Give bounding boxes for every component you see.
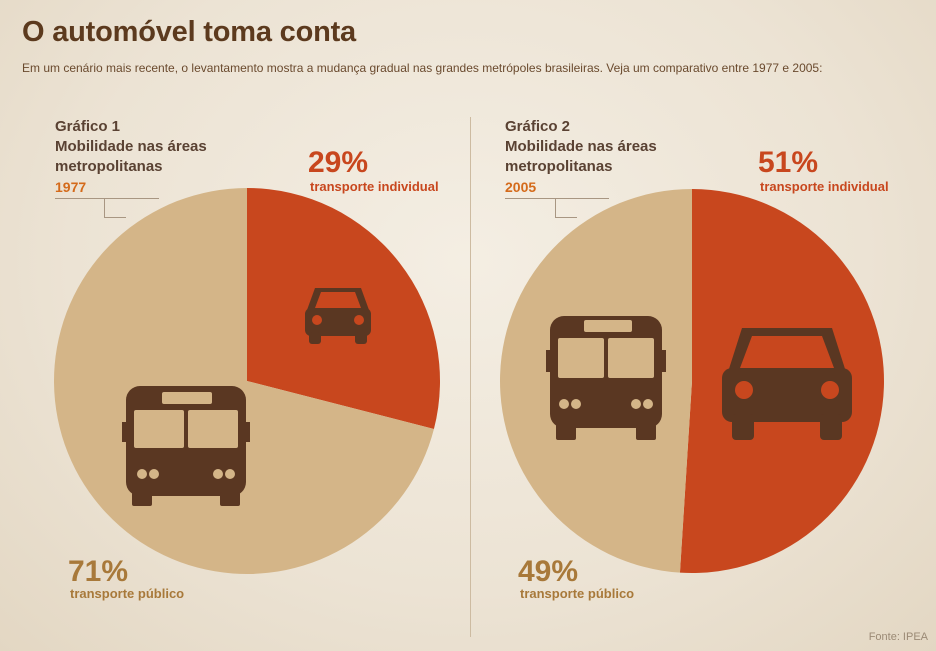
chart-1-title: Gráfico 1 [55, 118, 121, 135]
page-subtitle: Em um cenário mais recente, o levantamen… [22, 61, 823, 75]
chart-1-publico-value: 71% [68, 555, 129, 588]
chart-1-publico-label: transporte público [70, 586, 185, 601]
car-icon [722, 328, 852, 440]
chart-1-year: 1977 [55, 179, 87, 195]
car-icon [305, 288, 371, 344]
source-note: Fonte: IPEA [868, 631, 928, 643]
bus-icon [122, 386, 250, 506]
page-title: O automóvel toma conta [22, 16, 356, 48]
pie-chart-1977 [54, 188, 440, 575]
chart-2-leader [505, 198, 609, 199]
bus-icon [546, 316, 666, 440]
chart-2-leader-v [555, 198, 556, 218]
chart-divider [470, 117, 471, 637]
chart-1-leader [55, 198, 159, 199]
chart-2-publico-label: transporte público [520, 586, 635, 601]
chart-2-title: Gráfico 2 [505, 118, 571, 135]
chart-2-leader-h [555, 217, 577, 218]
chart-1-subtitle: Mobilidade nas áreas metropolitanas [55, 138, 207, 175]
chart-1-individual-value: 29% [308, 146, 369, 179]
chart-2-label: Gráfico 2 Mobilidade nas áreas metropoli… [505, 117, 685, 197]
chart-1-label: Gráfico 1 Mobilidade nas áreas metropoli… [55, 117, 235, 197]
chart-1-leader-h [104, 217, 126, 218]
chart-2-individual-label: transporte individual [760, 179, 889, 194]
chart-2-individual-value: 51% [758, 146, 819, 179]
chart-2-subtitle: Mobilidade nas áreas metropolitanas [505, 138, 657, 175]
chart-2-year: 2005 [505, 179, 537, 195]
chart-2-publico-value: 49% [518, 555, 579, 588]
chart-1-leader-v [104, 198, 105, 218]
chart-1-individual-label: transporte individual [310, 179, 439, 194]
